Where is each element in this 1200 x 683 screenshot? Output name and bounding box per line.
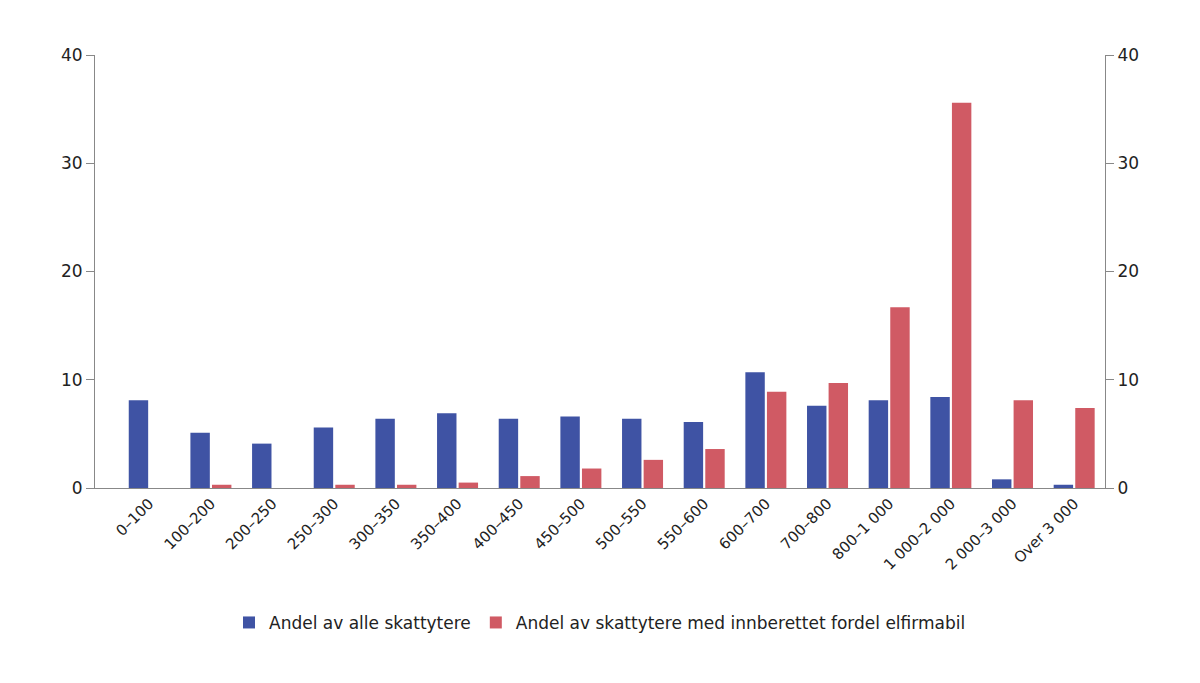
- svg-text:300–350: 300–350: [346, 495, 405, 554]
- svg-text:700–800: 700–800: [777, 495, 836, 554]
- svg-text:10: 10: [61, 370, 83, 390]
- svg-text:40: 40: [1117, 45, 1139, 65]
- svg-text:600–700: 600–700: [715, 495, 774, 554]
- svg-text:550–600: 550–600: [654, 495, 713, 554]
- svg-text:0: 0: [1117, 478, 1128, 498]
- svg-text:20: 20: [61, 261, 83, 281]
- svg-text:350–400: 350–400: [407, 495, 466, 554]
- svg-text:40: 40: [61, 45, 83, 65]
- svg-text:250–300: 250–300: [284, 495, 343, 554]
- svg-text:30: 30: [1117, 153, 1139, 173]
- svg-text:0–100: 0–100: [112, 495, 157, 540]
- svg-text:2 000–3 000: 2 000–3 000: [942, 495, 1021, 574]
- svg-text:Andel av alle skattytere: Andel av alle skattytere: [269, 613, 471, 633]
- svg-text:400–450: 400–450: [469, 495, 528, 554]
- svg-text:100–200: 100–200: [161, 495, 220, 554]
- svg-text:10: 10: [1117, 370, 1139, 390]
- svg-text:200–250: 200–250: [222, 495, 281, 554]
- svg-text:30: 30: [61, 153, 83, 173]
- svg-text:20: 20: [1117, 261, 1139, 281]
- svg-text:0: 0: [72, 478, 83, 498]
- svg-text:800–1 000: 800–1 000: [829, 495, 898, 564]
- svg-text:Over 3 000: Over 3 000: [1010, 495, 1082, 567]
- svg-text:450–500: 450–500: [530, 495, 589, 554]
- svg-text:Andel av skattytere med innber: Andel av skattytere med innberettet ford…: [516, 613, 965, 633]
- svg-text:500–550: 500–550: [592, 495, 651, 554]
- svg-text:1 000–2 000: 1 000–2 000: [880, 495, 959, 574]
